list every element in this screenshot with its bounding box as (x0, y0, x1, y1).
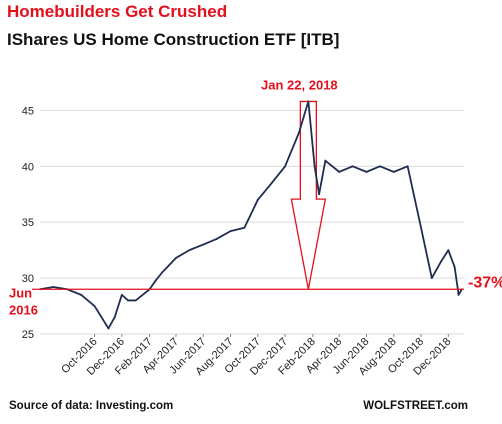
series-segment (318, 159, 327, 196)
series-segment (307, 100, 316, 168)
series-segment (313, 165, 320, 196)
series-segment (379, 165, 395, 173)
series-segment (120, 293, 130, 302)
annotation-peak-date: Jan 22, 2018 (261, 77, 338, 92)
annotation-layer: Jan 22, 2018 -37% Jun 2016 (9, 77, 502, 317)
x-axis: Oct-2016Dec-2016Feb-2017Apr-2017Jun-2017… (59, 334, 453, 378)
drop-arrow-layer (290, 100, 327, 290)
series-segment (93, 305, 110, 330)
series-segment (256, 182, 273, 201)
series-segment (457, 288, 463, 296)
brand-logo-text: WOLFSTREET.com (363, 400, 468, 412)
chart-title: Homebuilders Get Crushed (7, 2, 228, 21)
series-segment (420, 226, 433, 279)
series-segment (338, 165, 354, 173)
series-segment (66, 288, 83, 296)
annotation-start-year: 2016 (9, 302, 38, 317)
series-segment (284, 131, 300, 168)
series-segment (113, 293, 123, 319)
series-segment (440, 249, 450, 263)
chart-subtitle: IShares US Home Construction ETF [ITB] (7, 30, 340, 49)
series-segment (175, 249, 191, 259)
series-segment (229, 226, 246, 233)
series-segment (447, 249, 456, 268)
series-segment (351, 165, 368, 173)
series-segment (154, 271, 164, 282)
series-segment (188, 243, 205, 252)
series-layer (39, 100, 463, 330)
y-axis: 25 30 35 40 45 (22, 105, 34, 341)
y-tick-label: 40 (22, 161, 34, 173)
series-segment (430, 260, 443, 279)
series-segment (298, 100, 310, 134)
series-segment (243, 198, 259, 229)
series-segment (107, 316, 116, 330)
series-segment (406, 165, 422, 229)
series-segment (80, 293, 96, 307)
y-tick-label: 30 (22, 273, 34, 285)
series-segment (161, 257, 177, 274)
y-tick-label: 35 (22, 217, 34, 229)
series-segment (392, 165, 409, 173)
y-tick-label: 25 (22, 329, 34, 341)
series-segment (270, 165, 286, 184)
series-segment (215, 230, 232, 240)
series-segment (134, 288, 151, 302)
series-segment (365, 165, 381, 173)
series-segment (453, 266, 460, 296)
series-segment (202, 238, 218, 246)
series-segment (148, 279, 157, 291)
source-note: Source of data: Investing.com (9, 400, 174, 412)
drop-arrow (290, 100, 327, 290)
annotation-percent-drop: -37% (468, 274, 502, 291)
grid (40, 109, 464, 335)
series-segment (324, 159, 341, 173)
annotation-start-month: Jun (9, 285, 32, 300)
y-tick-label: 45 (22, 105, 34, 117)
